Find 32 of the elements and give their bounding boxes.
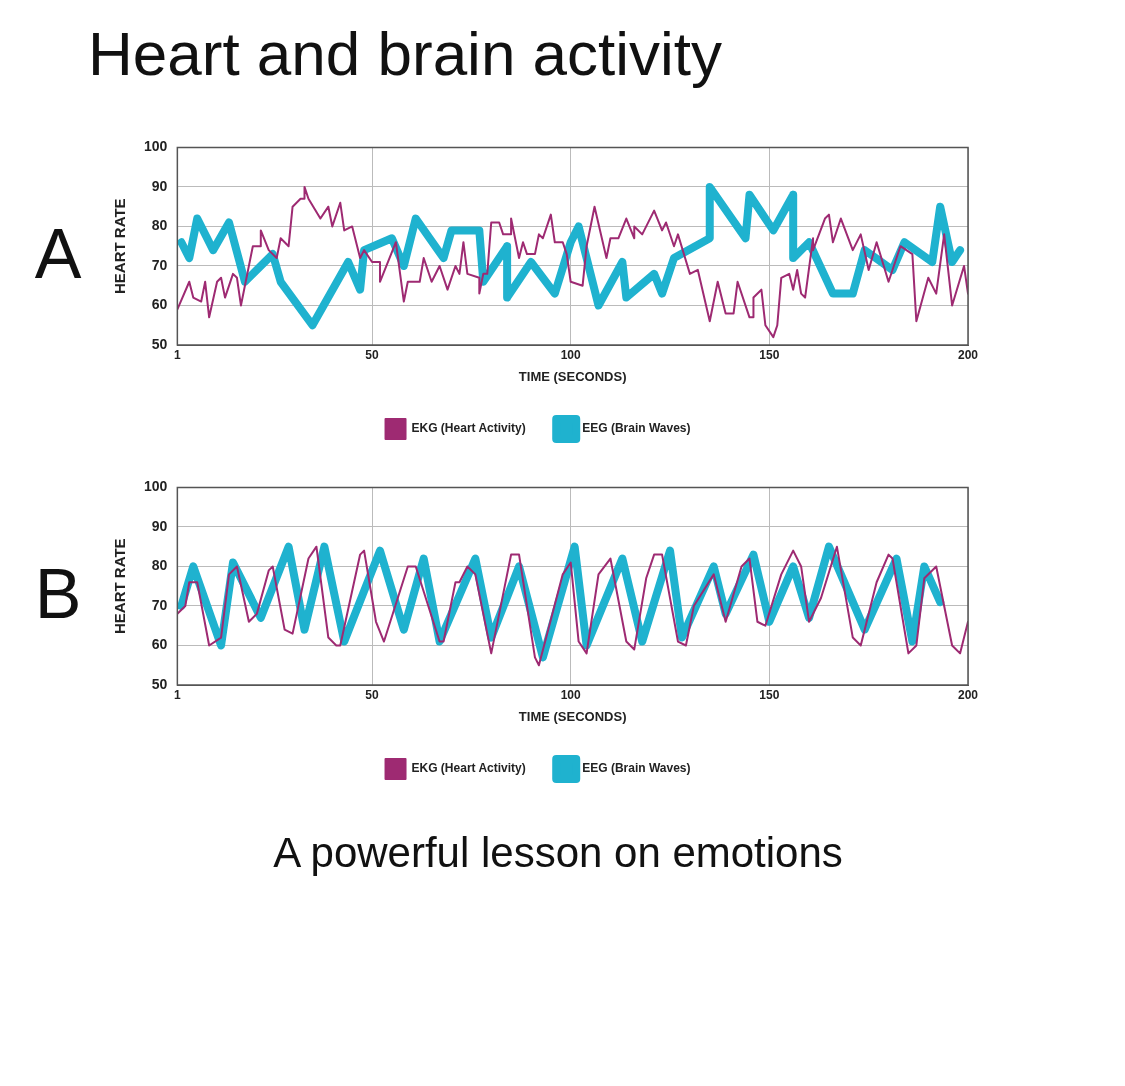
x-tick-label: 1 bbox=[174, 687, 182, 702]
y-tick-label: 60 bbox=[151, 296, 168, 313]
text: B bbox=[33, 554, 83, 634]
x-tick-label: 50 bbox=[365, 687, 380, 702]
y-axis-title: HEART RATE bbox=[111, 538, 129, 634]
y-tick-label: 90 bbox=[151, 517, 168, 534]
x-tick-label: 150 bbox=[759, 687, 780, 702]
x-tick-label: 1 bbox=[174, 347, 182, 362]
y-tick-label: 100 bbox=[144, 138, 168, 155]
x-tick-label: 200 bbox=[957, 687, 979, 702]
y-tick-label: 60 bbox=[151, 636, 168, 653]
y-tick-label: 100 bbox=[144, 478, 168, 495]
x-tick-label: 200 bbox=[957, 347, 979, 362]
x-axis-title: TIME (SECONDS) bbox=[518, 368, 627, 384]
text: A powerful lesson on emotions bbox=[272, 829, 844, 877]
x-axis-title: TIME (SECONDS) bbox=[518, 708, 627, 724]
y-tick-label: 90 bbox=[151, 177, 168, 194]
legend-label: EEG (Brain Waves) bbox=[582, 761, 691, 776]
legend-label: EEG (Brain Waves) bbox=[582, 421, 691, 436]
x-tick-label: 100 bbox=[560, 687, 582, 702]
legend-label: EKG (Heart Activity) bbox=[411, 421, 526, 436]
chart-title: Heart and brain activity bbox=[87, 18, 724, 90]
y-tick-label: 80 bbox=[151, 557, 168, 574]
x-tick-label: 50 bbox=[365, 347, 380, 362]
x-tick-label: 150 bbox=[759, 347, 780, 362]
y-axis-title: HEART RATE bbox=[111, 198, 129, 294]
y-tick-label: 70 bbox=[151, 596, 168, 613]
text: A bbox=[33, 214, 83, 294]
y-tick-label: 80 bbox=[151, 217, 168, 234]
legend-label: EKG (Heart Activity) bbox=[411, 761, 526, 776]
y-tick-label: 70 bbox=[151, 256, 168, 273]
x-tick-label: 100 bbox=[560, 347, 582, 362]
